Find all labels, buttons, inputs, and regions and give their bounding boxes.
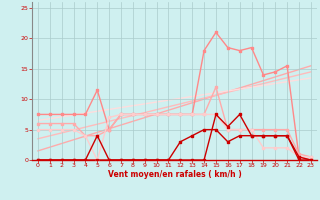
- X-axis label: Vent moyen/en rafales ( km/h ): Vent moyen/en rafales ( km/h ): [108, 170, 241, 179]
